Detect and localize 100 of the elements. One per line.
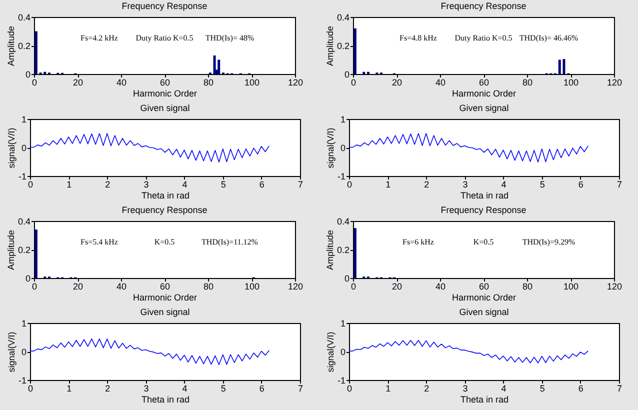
annotation: Duty Ratio K=0.5 [136, 34, 194, 43]
x-tick-label: 80 [203, 282, 214, 292]
x-tick-label: 0 [32, 78, 38, 88]
x-tick-label: 0 [350, 282, 356, 292]
y-tick-label: -1 [337, 172, 346, 182]
x-tick-label: 60 [478, 282, 490, 292]
x-axis-title: Theta in rad [460, 394, 509, 404]
line-series [349, 133, 589, 162]
x-tick-label: 3 [462, 384, 468, 394]
x-axis-title: Theta in rad [460, 190, 509, 200]
x-axis-title: Harmonic Order [452, 292, 516, 302]
y-tick-label: 1 [21, 318, 26, 328]
x-tick-label: 100 [563, 282, 579, 292]
x-tick-label: 7 [298, 384, 304, 394]
y-tick-label: 0 [25, 274, 30, 284]
y-axis-title: signal(V/I) [326, 332, 336, 372]
y-tick-label: 0 [344, 274, 350, 284]
x-tick-label: 20 [72, 282, 84, 292]
chart-title: Frequency Response [440, 1, 526, 11]
x-tick-label: 3 [462, 180, 468, 190]
annotation: THD(Is)= 46.46% [519, 34, 578, 43]
annotation: Fs=5.4 kHz [80, 238, 118, 247]
x-tick-label: 100 [244, 282, 260, 292]
y-axis-title: Amplitude [6, 230, 16, 270]
bar [354, 28, 356, 74]
y-tick-label: 0 [25, 70, 30, 80]
y-tick-label: 1 [21, 114, 26, 124]
annotation: K=0.5 [154, 238, 175, 247]
x-tick-label: 1 [386, 384, 391, 394]
x-tick-label: 20 [72, 78, 84, 88]
x-tick-label: 6 [578, 180, 584, 190]
x-tick-label: 120 [288, 282, 304, 292]
x-tick-label: 40 [116, 282, 127, 292]
x-tick-label: 4 [182, 384, 188, 394]
x-tick-label: 1 [66, 384, 72, 394]
x-tick-label: 6 [578, 384, 584, 394]
y-tick-label: 0.4 [18, 12, 30, 22]
x-axis-title: Harmonic Order [132, 88, 198, 98]
annotation: Fs=4.2 kHz [80, 34, 118, 43]
y-tick-label: 0.2 [18, 245, 30, 255]
x-tick-label: 120 [288, 78, 304, 88]
line-series [30, 338, 270, 366]
y-axis-title: Amplitude [324, 26, 335, 66]
bar [213, 55, 216, 74]
y-tick-label: 0 [340, 143, 346, 153]
x-tick-label: 5 [220, 384, 226, 394]
x-axis-title: Theta in rad [141, 190, 190, 200]
x-tick-label: 7 [616, 180, 622, 190]
chart-title: Given signal [140, 307, 190, 317]
annotation: THD(Is)= 48% [205, 34, 254, 43]
x-tick-label: 2 [424, 180, 430, 190]
annotation: THD(Is)=11.12% [202, 238, 258, 247]
annotation: Fs=6 kHz [402, 238, 434, 247]
line-series [349, 340, 589, 364]
x-tick-label: 5 [540, 180, 545, 190]
x-tick-label: 5 [220, 180, 226, 190]
x-tick-label: 100 [563, 78, 579, 88]
x-tick-label: 80 [203, 78, 214, 88]
x-tick-label: 4 [501, 384, 506, 394]
x-tick-label: 4 [182, 180, 188, 190]
y-tick-label: 0.2 [336, 41, 350, 51]
chart-title: Frequency Response [122, 1, 208, 11]
y-tick-label: -1 [337, 376, 346, 386]
y-tick-label: 0.2 [18, 41, 30, 51]
x-tick-label: 60 [160, 282, 170, 292]
annotation: THD(Is)=9.29% [522, 238, 576, 247]
bar [562, 59, 566, 74]
x-tick-label: 2 [105, 384, 110, 394]
x-tick-label: 40 [116, 78, 127, 88]
bar [558, 60, 561, 74]
x-tick-label: 2 [424, 384, 430, 394]
x-tick-label: 40 [435, 282, 446, 292]
x-tick-label: 120 [606, 78, 622, 88]
x-tick-label: 6 [259, 384, 264, 394]
x-tick-label: 0 [350, 78, 356, 88]
bar [34, 230, 38, 278]
y-tick-label: 0 [21, 347, 26, 357]
y-axis-title: signal(V/I) [326, 128, 336, 168]
y-axis-title: Amplitude [324, 230, 335, 270]
line-series [30, 133, 270, 162]
x-tick-label: 60 [160, 78, 170, 88]
x-tick-label: 6 [259, 180, 264, 190]
x-tick-label: 80 [522, 78, 533, 88]
x-tick-label: 3 [144, 180, 149, 190]
y-tick-label: -1 [18, 376, 26, 386]
x-tick-label: 1 [66, 180, 72, 190]
x-axis-title: Harmonic Order [132, 292, 198, 302]
annotation: K=0.5 [473, 238, 494, 247]
x-tick-label: 3 [144, 384, 149, 394]
y-axis-title: signal(V/I) [6, 332, 16, 372]
y-tick-label: 0.2 [336, 245, 350, 255]
x-tick-label: 0 [32, 282, 38, 292]
x-tick-label: 5 [540, 384, 545, 394]
bar [354, 228, 356, 278]
x-tick-label: 100 [244, 78, 260, 88]
x-axis-title: Theta in rad [141, 394, 190, 404]
bar [218, 60, 220, 74]
y-tick-label: -1 [18, 172, 26, 182]
x-axis-title: Harmonic Order [452, 88, 516, 98]
annotation: Fs=4.8 kHz [400, 34, 438, 43]
